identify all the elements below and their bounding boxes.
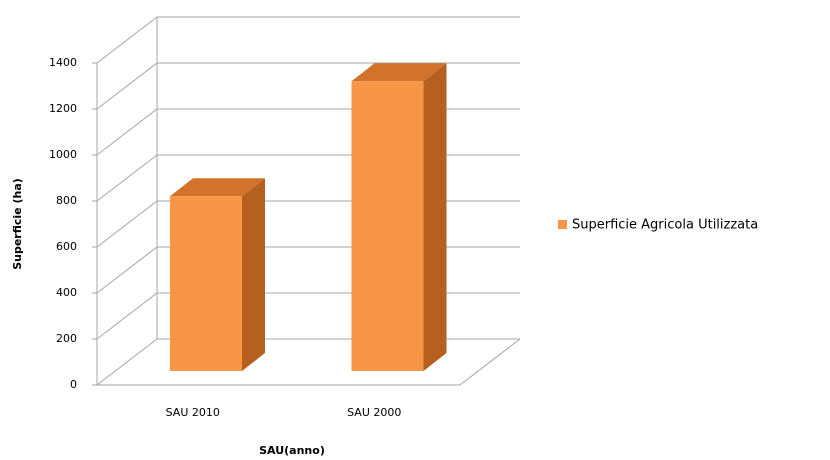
y-tick-label: 600 <box>56 240 77 253</box>
y-axis-title: Superficie (ha) <box>11 178 24 270</box>
grid-line <box>96 16 520 64</box>
y-tick-label: 800 <box>56 194 77 207</box>
grid-line <box>96 338 520 386</box>
grid-line <box>96 108 520 156</box>
legend-label: Superficie Agricola Utilizzata <box>572 218 758 233</box>
x-tick-label: SAU 2010 <box>166 406 220 419</box>
bar-side <box>423 63 447 371</box>
legend-swatch <box>558 220 567 229</box>
grid-line <box>96 246 520 294</box>
y-tick-label: 1000 <box>49 148 77 161</box>
y-tick-label: 1200 <box>49 102 77 115</box>
grid-line <box>96 292 520 340</box>
grid-line <box>96 62 520 110</box>
y-tick-label: 200 <box>56 332 77 345</box>
y-tick-label: 400 <box>56 286 77 299</box>
grid-line <box>96 200 520 248</box>
y-tick-label: 0 <box>70 378 77 391</box>
grid-line <box>96 154 520 202</box>
bar-top <box>351 63 447 82</box>
bar <box>351 81 424 371</box>
y-tick-label: 1400 <box>49 56 77 69</box>
bar-side <box>242 178 266 371</box>
bar-top <box>170 178 266 197</box>
floor <box>97 338 521 386</box>
bar <box>170 196 243 371</box>
x-tick-label: SAU 2000 <box>347 406 401 419</box>
x-axis-title: SAU(anno) <box>259 444 325 457</box>
